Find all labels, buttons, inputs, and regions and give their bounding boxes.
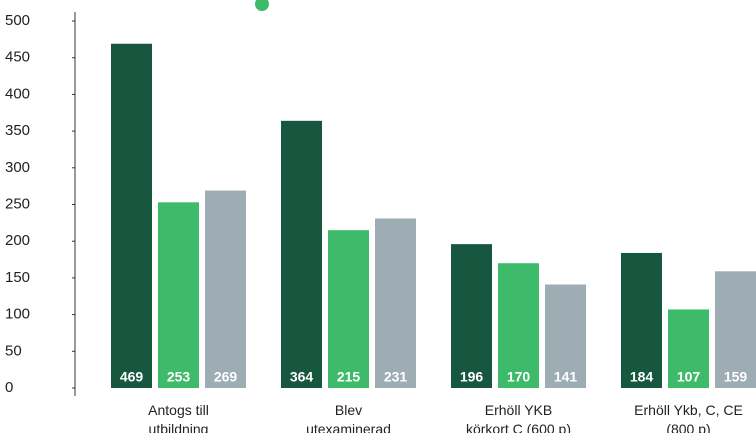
bar — [715, 271, 756, 388]
y-tick-label: 100 — [5, 306, 30, 323]
value-label: 231 — [384, 369, 408, 385]
y-tick-label: 200 — [5, 232, 30, 249]
bar — [111, 43, 152, 389]
y-tick-label: 450 — [5, 49, 30, 66]
bar — [281, 120, 322, 388]
x-tick-label: Erhöll Ykb, C, CE (800 p) — [634, 402, 743, 433]
value-label: 107 — [677, 369, 701, 385]
value-label: 141 — [554, 369, 578, 385]
bar — [451, 244, 492, 388]
value-label: 215 — [337, 369, 361, 385]
bar — [205, 190, 246, 388]
bar — [375, 218, 416, 388]
legend-marker — [255, 0, 269, 11]
x-tick-label: Blev utexaminerad — [306, 402, 391, 433]
bar — [668, 309, 709, 388]
value-label: 469 — [120, 369, 144, 385]
bar — [545, 284, 586, 388]
y-tick-label: 0 — [5, 379, 13, 396]
bar — [328, 230, 369, 388]
value-label: 196 — [460, 369, 484, 385]
y-tick-label: 350 — [5, 122, 30, 139]
y-tick-label: 150 — [5, 269, 30, 286]
value-label: 364 — [290, 369, 314, 385]
bar — [158, 202, 199, 388]
x-tick-label: Antogs till utbildning — [148, 402, 209, 433]
value-label: 253 — [167, 369, 191, 385]
y-tick-label: 50 — [5, 342, 22, 359]
y-tick-label: 250 — [5, 195, 30, 212]
y-tick-label: 400 — [5, 85, 30, 102]
bar — [498, 263, 539, 388]
value-label: 170 — [507, 369, 531, 385]
value-label: 159 — [724, 369, 748, 385]
x-tick-label: Erhöll YKB körkort C (600 p) — [465, 402, 572, 433]
bar — [621, 252, 662, 388]
y-tick-label: 500 — [5, 12, 30, 29]
value-label: 184 — [630, 369, 654, 385]
value-label: 269 — [214, 369, 238, 385]
y-tick-label: 300 — [5, 159, 30, 176]
